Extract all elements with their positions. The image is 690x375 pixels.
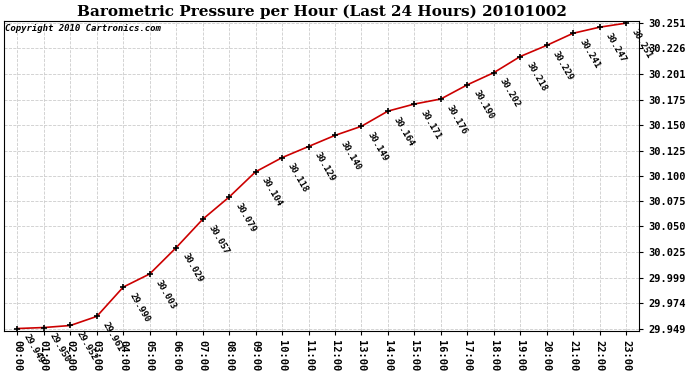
Text: 30.241: 30.241 bbox=[578, 38, 601, 70]
Text: 30.029: 30.029 bbox=[180, 252, 204, 284]
Text: 30.229: 30.229 bbox=[551, 50, 575, 82]
Text: 30.140: 30.140 bbox=[339, 140, 363, 172]
Text: 30.079: 30.079 bbox=[233, 201, 257, 234]
Text: 30.118: 30.118 bbox=[286, 162, 310, 194]
Text: 29.949: 29.949 bbox=[21, 333, 46, 365]
Text: 29.961: 29.961 bbox=[101, 321, 125, 353]
Text: 30.190: 30.190 bbox=[471, 89, 495, 122]
Text: Copyright 2010 Cartronics.com: Copyright 2010 Cartronics.com bbox=[6, 24, 161, 33]
Text: 30.003: 30.003 bbox=[154, 278, 178, 310]
Text: 30.247: 30.247 bbox=[604, 32, 628, 64]
Text: 30.149: 30.149 bbox=[366, 130, 390, 163]
Text: 30.129: 30.129 bbox=[313, 151, 337, 183]
Text: 30.176: 30.176 bbox=[445, 103, 469, 136]
Text: 29.952: 29.952 bbox=[75, 330, 99, 362]
Text: 29.950: 29.950 bbox=[48, 332, 72, 364]
Text: 30.251: 30.251 bbox=[630, 27, 654, 60]
Title: Barometric Pressure per Hour (Last 24 Hours) 20101002: Barometric Pressure per Hour (Last 24 Ho… bbox=[77, 4, 566, 18]
Text: 30.057: 30.057 bbox=[207, 224, 230, 256]
Text: 30.218: 30.218 bbox=[524, 61, 549, 93]
Text: 30.104: 30.104 bbox=[259, 176, 284, 209]
Text: 29.990: 29.990 bbox=[128, 291, 151, 324]
Text: 30.164: 30.164 bbox=[392, 115, 416, 148]
Text: 30.171: 30.171 bbox=[419, 108, 442, 141]
Text: 30.202: 30.202 bbox=[498, 77, 522, 109]
